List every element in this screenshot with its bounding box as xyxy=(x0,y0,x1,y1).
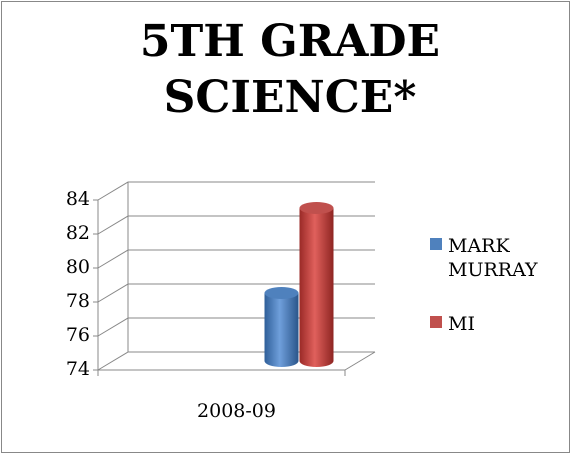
bar-top xyxy=(299,202,334,214)
y-tick-label: 76 xyxy=(66,324,90,346)
grid-line xyxy=(97,181,375,201)
y-tick-label: 74 xyxy=(66,358,90,380)
bar-body xyxy=(299,208,334,361)
y-tick-label: 80 xyxy=(66,256,90,278)
bar xyxy=(264,287,299,367)
bar-top xyxy=(264,287,299,299)
grid-line xyxy=(97,283,375,303)
legend-swatch xyxy=(430,238,442,250)
x-tick-label: 2008-09 xyxy=(197,400,276,422)
legend-label: MI xyxy=(448,313,475,335)
y-tick-label: 78 xyxy=(66,290,90,312)
floor-side xyxy=(344,351,376,371)
y-tick-label: 82 xyxy=(66,222,90,244)
y-tick-label: 84 xyxy=(66,188,90,210)
chart-title: 5TH GRADE SCIENCE* xyxy=(139,16,441,123)
grid-line xyxy=(97,215,375,235)
bar-body xyxy=(264,293,299,361)
bar xyxy=(299,202,334,367)
legend-label: MARK MURRAY xyxy=(448,235,538,281)
grid-line xyxy=(97,249,375,269)
legend-swatch xyxy=(430,316,442,328)
